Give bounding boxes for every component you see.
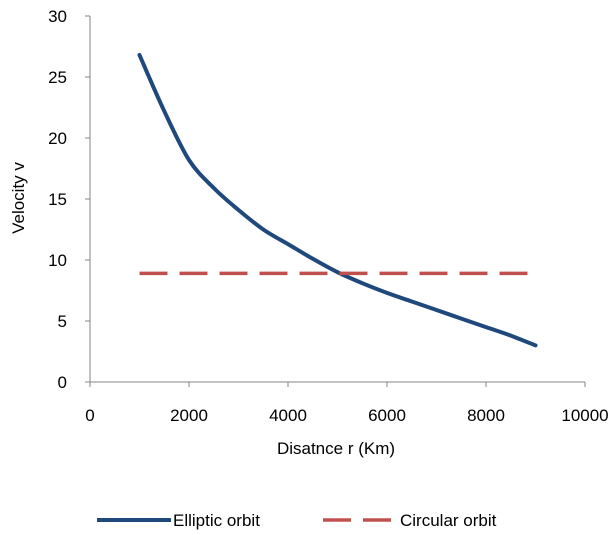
x-tick-label: 8000 — [467, 406, 505, 425]
x-tick-label: 10000 — [561, 406, 608, 425]
y-tick-label: 5 — [58, 312, 67, 331]
axes — [89, 16, 585, 383]
series-line-elliptic-orbit — [137, 53, 538, 348]
x-tick-label: 6000 — [368, 406, 406, 425]
legend: Elliptic orbit Circular orbit — [97, 511, 497, 530]
x-tick-label: 4000 — [269, 406, 307, 425]
y-axis-title: Velocity v — [9, 162, 28, 234]
y-tick-label: 25 — [48, 68, 67, 87]
y-tick-label: 0 — [58, 373, 67, 392]
series-layer — [137, 53, 538, 348]
y-tick-label: 15 — [48, 190, 67, 209]
legend-label-elliptic: Elliptic orbit — [173, 511, 260, 530]
y-tick-label: 10 — [48, 251, 67, 270]
y-tick-label: 30 — [48, 7, 67, 26]
x-tick-label: 0 — [85, 406, 94, 425]
x-ticks: 0 2000 4000 6000 8000 10000 — [85, 382, 609, 425]
x-axis-title: Disatnce r (Km) — [277, 439, 395, 458]
y-tick-label: 20 — [48, 129, 67, 148]
y-ticks: 0 5 10 15 20 25 30 — [48, 7, 90, 392]
x-tick-label: 2000 — [170, 406, 208, 425]
legend-label-circular: Circular orbit — [400, 511, 497, 530]
